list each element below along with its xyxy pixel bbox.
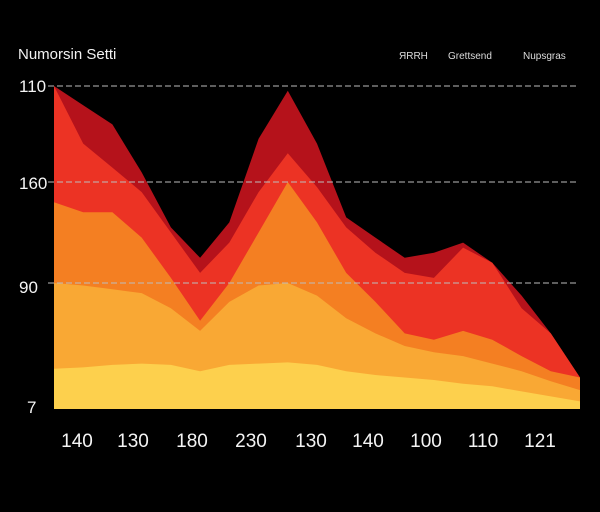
y-tick-label: 90: [19, 278, 38, 297]
x-tick-label: 140: [61, 431, 93, 452]
legend-entry: Nupsgras: [523, 51, 566, 62]
y-tick-label: 7: [27, 398, 36, 417]
area-series-4: [54, 362, 580, 409]
legend-entry: ЯRRH: [399, 51, 428, 62]
x-axis: 140 130 180 230 130 140 100 110 121: [61, 431, 556, 452]
chart-title: Numorsin Setti: [18, 46, 116, 63]
x-tick-label: 130: [117, 431, 149, 452]
gridlines: [48, 85, 578, 284]
y-axis: 110 160 90 7: [19, 77, 47, 417]
y-tick-label: 160: [19, 174, 47, 193]
chart-legend: ЯRRH Grettsend Nupsgras: [399, 51, 566, 62]
x-tick-label: 110: [468, 431, 498, 452]
y-tick-label: 110: [19, 77, 46, 96]
x-tick-label: 100: [410, 431, 442, 452]
x-tick-label: 180: [176, 431, 208, 452]
x-tick-label: 130: [295, 431, 327, 452]
x-tick-label: 121: [524, 431, 556, 452]
x-tick-label: 140: [352, 431, 384, 452]
legend-entry: Grettsend: [448, 51, 492, 62]
plot-area: [54, 86, 580, 409]
x-tick-label: 230: [235, 431, 267, 452]
